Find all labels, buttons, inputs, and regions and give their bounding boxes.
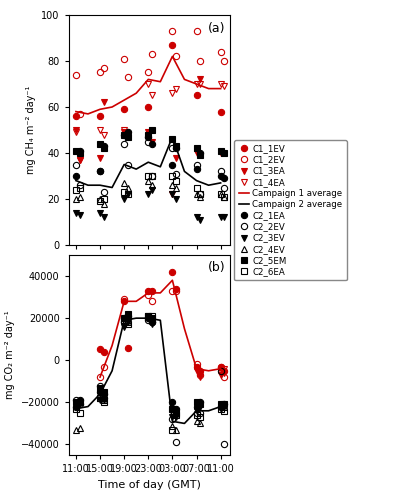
Y-axis label: mg CO₂ m⁻² day⁻¹: mg CO₂ m⁻² day⁻¹ [5,310,15,400]
Legend: C1_1EV, C1_2EV, C1_3EA, C1_4EA, Campaign 1 average, Campaign 2 average, C2_1EA, : C1_1EV, C1_2EV, C1_3EA, C1_4EA, Campaign… [234,140,347,280]
Y-axis label: mg CH₄ m⁻² day⁻¹: mg CH₄ m⁻² day⁻¹ [26,86,36,174]
X-axis label: Time of day (GMT): Time of day (GMT) [98,480,201,490]
Text: (b): (b) [208,261,225,274]
Text: (a): (a) [208,22,225,35]
